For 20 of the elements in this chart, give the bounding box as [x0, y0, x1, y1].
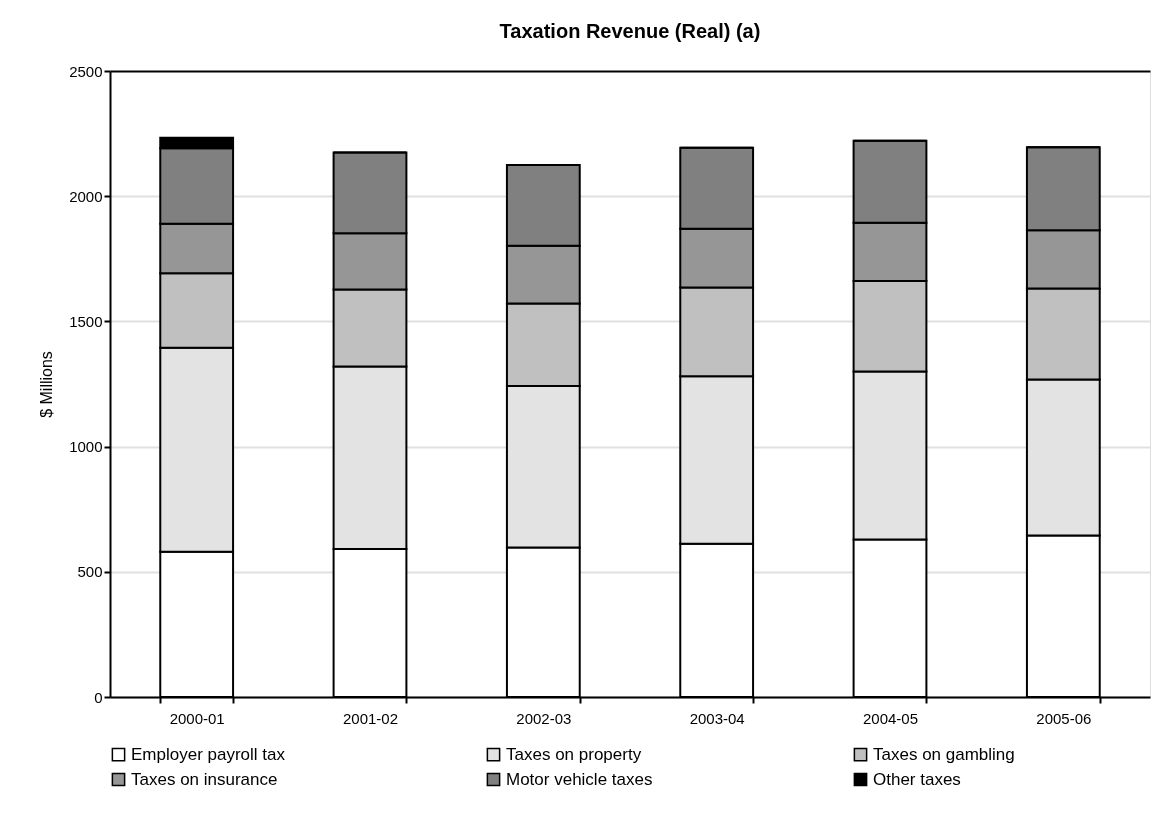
y-axis-title: $ Millions — [38, 351, 56, 418]
legend-label: Motor vehicle taxes — [506, 769, 653, 789]
legend-label: Taxes on insurance — [131, 769, 278, 789]
x-tick-label: 2005-06 — [1036, 709, 1092, 727]
x-tick-label: 2004-05 — [862, 709, 919, 727]
y-tick-label: 1500 — [69, 312, 103, 330]
legend-label: Taxes on property — [506, 744, 642, 764]
y-tick-label: 500 — [77, 563, 103, 581]
legend-label: Employer payroll tax — [131, 744, 286, 764]
x-tick-label: 2003-04 — [689, 709, 745, 727]
x-tick-label: 2001-02 — [342, 709, 399, 727]
legend-label: Other taxes — [873, 769, 961, 789]
y-tick-label: 0 — [94, 688, 103, 706]
y-tick-label: 1000 — [69, 438, 103, 456]
y-tick-label: 2000 — [69, 187, 103, 205]
x-tick-label: 2002-03 — [516, 709, 572, 727]
legend-label: Taxes on gambling — [873, 744, 1015, 764]
chart-title: Taxation Revenue (Real) (a) — [499, 20, 761, 42]
x-tick-label: 2000-01 — [169, 709, 225, 727]
y-tick-label: 2500 — [69, 62, 103, 80]
